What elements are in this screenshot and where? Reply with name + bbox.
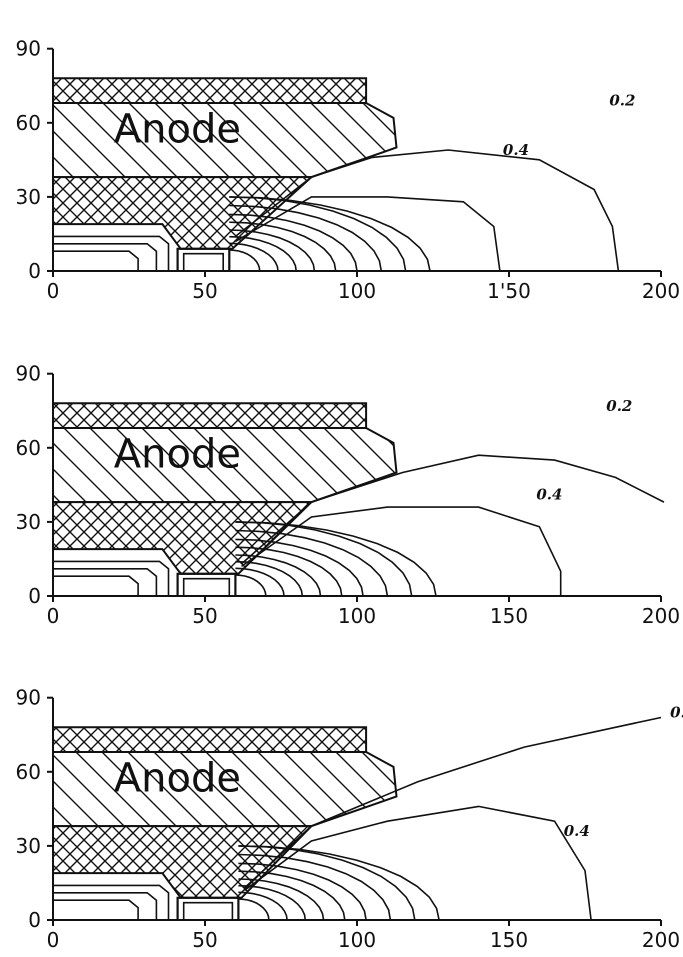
contour-line bbox=[235, 574, 267, 597]
y-tick-label: 30 bbox=[16, 510, 41, 534]
contour-line bbox=[235, 546, 343, 597]
cathode-outline bbox=[176, 247, 231, 271]
x-tick-label: 200 bbox=[642, 928, 680, 952]
contour-line bbox=[240, 454, 665, 565]
x-tick-label: 200 bbox=[642, 279, 680, 303]
anode-label: Anode bbox=[114, 107, 241, 153]
contour-line bbox=[53, 884, 170, 920]
contour-line bbox=[235, 560, 304, 597]
contour-label: 0.4 bbox=[503, 141, 529, 159]
y-tick-label: 30 bbox=[16, 185, 41, 209]
y-tick-label: 0 bbox=[28, 259, 41, 283]
contour-label: 0.2 bbox=[606, 397, 632, 415]
cathode-outline bbox=[176, 572, 237, 596]
contour-line bbox=[235, 567, 285, 597]
x-tick-label: 0 bbox=[47, 928, 60, 952]
lower-insulator-region bbox=[52, 501, 314, 575]
contour-line bbox=[238, 862, 367, 921]
x-tick-label: 100 bbox=[338, 604, 376, 628]
contour-line bbox=[229, 235, 297, 272]
potential-contours bbox=[53, 454, 665, 597]
contour-line bbox=[238, 884, 307, 921]
contour-line bbox=[229, 249, 261, 272]
contour-line bbox=[238, 898, 270, 921]
x-tick-label: 100 bbox=[338, 928, 376, 952]
contour-line bbox=[235, 521, 437, 597]
contour-label: 0.2 bbox=[609, 92, 635, 110]
contour-line bbox=[229, 204, 383, 272]
contour-line bbox=[53, 891, 158, 920]
x-tick-label: 50 bbox=[192, 928, 217, 952]
upper-insulator-region bbox=[52, 77, 368, 104]
x-tick-label: 1'50 bbox=[487, 279, 531, 303]
x-tick-label: 100 bbox=[338, 279, 376, 303]
x-tick-label: 50 bbox=[192, 604, 217, 628]
contour-line bbox=[229, 242, 279, 272]
cathode-inner-outline bbox=[182, 901, 234, 920]
y-tick-label: 90 bbox=[16, 37, 41, 61]
y-tick-label: 60 bbox=[16, 760, 41, 784]
cathode-outline bbox=[176, 896, 240, 920]
contour-line bbox=[53, 560, 170, 596]
contour-line bbox=[235, 538, 364, 597]
contour-line bbox=[238, 878, 325, 921]
lower-insulator-region bbox=[52, 176, 314, 250]
contour-line bbox=[229, 196, 431, 272]
y-tick-label: 60 bbox=[16, 436, 41, 460]
contour-line bbox=[238, 845, 440, 921]
contour-line bbox=[241, 506, 562, 596]
contour-line bbox=[53, 567, 158, 596]
contour-line bbox=[244, 805, 592, 921]
upper-insulator-region bbox=[52, 726, 368, 753]
contour-line bbox=[238, 891, 288, 921]
contour-line bbox=[229, 229, 316, 272]
contour-line bbox=[53, 575, 139, 596]
x-tick-label: 0 bbox=[47, 279, 60, 303]
contour-label: 0.4 bbox=[536, 486, 562, 504]
contour-line bbox=[234, 196, 501, 272]
x-tick-label: 0 bbox=[47, 604, 60, 628]
contour-label: 0.2 bbox=[670, 703, 683, 721]
upper-insulator-region bbox=[52, 402, 368, 429]
y-tick-label: 0 bbox=[28, 584, 41, 608]
y-tick-label: 0 bbox=[28, 908, 41, 932]
contour-line bbox=[235, 554, 322, 597]
anode-label: Anode bbox=[114, 432, 241, 478]
x-tick-label: 150 bbox=[490, 928, 528, 952]
contour-line bbox=[243, 716, 662, 889]
x-tick-label: 50 bbox=[192, 279, 217, 303]
contour-line bbox=[53, 243, 158, 271]
contour-panel-3: Anode 0.2 0.4 0 50 100 150 200 0 30 60 90 bbox=[16, 686, 683, 952]
contour-line bbox=[53, 250, 139, 271]
x-tick-label: 200 bbox=[642, 604, 680, 628]
contour-line bbox=[53, 899, 139, 920]
cathode-inner-outline bbox=[182, 252, 224, 271]
contour-line bbox=[238, 853, 392, 921]
contour-line bbox=[229, 221, 337, 272]
y-tick-label: 90 bbox=[16, 686, 41, 710]
anode-label: Anode bbox=[114, 756, 241, 802]
potential-contours bbox=[53, 716, 662, 921]
contour-panel-1: Anode 0.2 0.4 0 50 100 1'50 200 0 30 60 90 bbox=[16, 37, 681, 303]
contour-line bbox=[235, 529, 389, 597]
potential-contours bbox=[53, 149, 620, 272]
cathode-inner-outline bbox=[182, 577, 231, 596]
y-tick-label: 90 bbox=[16, 362, 41, 386]
contour-label: 0.4 bbox=[564, 822, 590, 840]
contour-panel-2: Anode 0.2 0.4 0 50 100 150 200 0 30 60 90 bbox=[16, 362, 681, 628]
contour-line bbox=[234, 149, 620, 272]
contour-line bbox=[238, 870, 346, 921]
x-tick-label: 150 bbox=[490, 604, 528, 628]
contour-line bbox=[229, 213, 358, 272]
y-tick-label: 30 bbox=[16, 834, 41, 858]
y-tick-label: 60 bbox=[16, 111, 41, 135]
contour-line bbox=[53, 235, 170, 271]
